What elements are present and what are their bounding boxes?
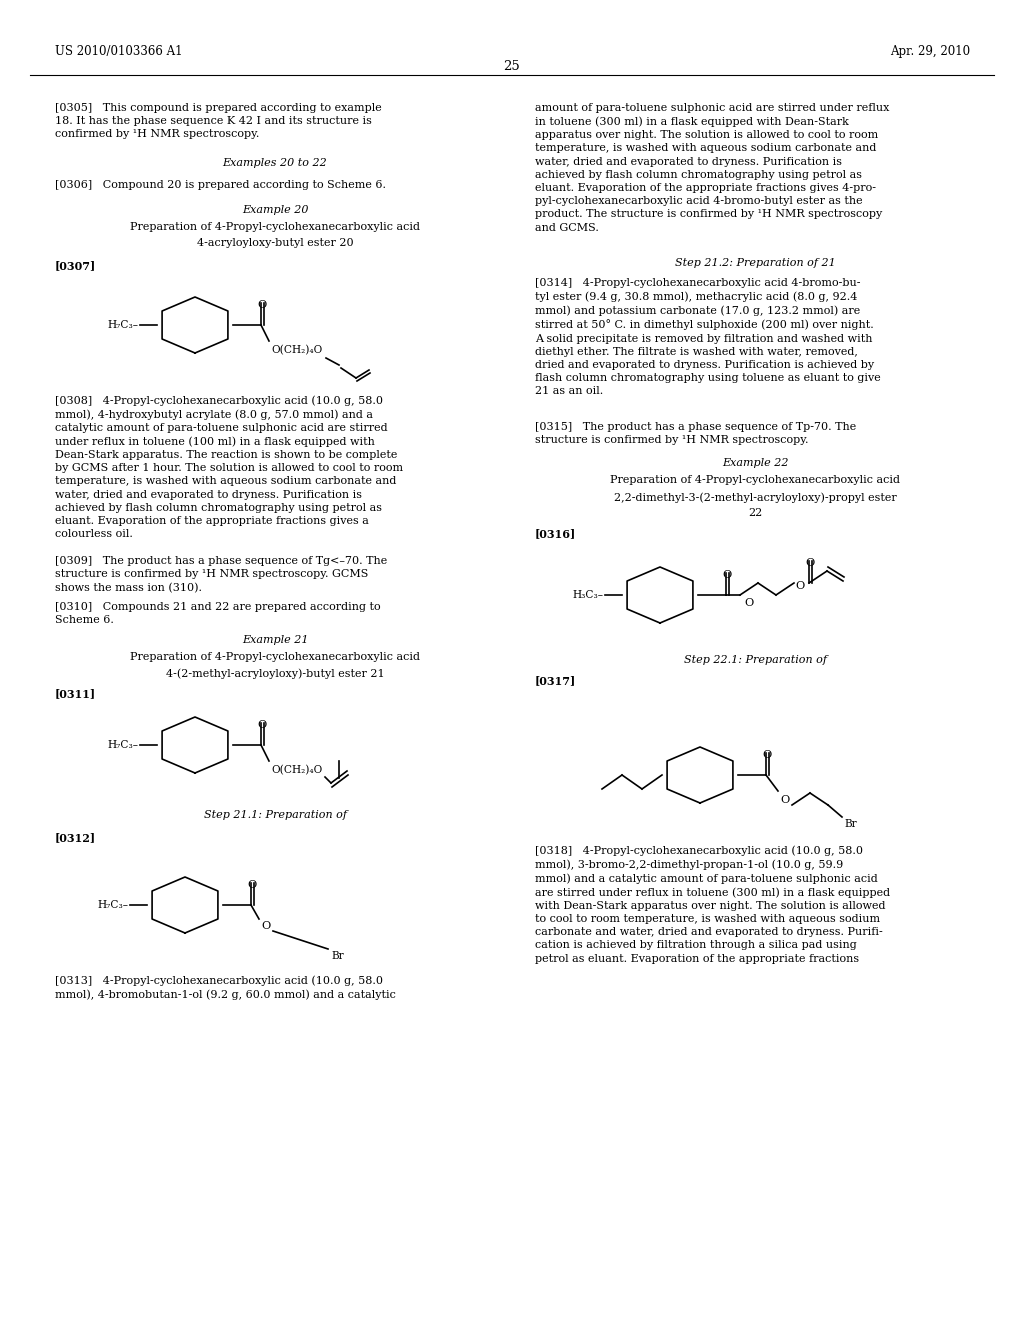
Text: [0307]: [0307] [55, 260, 96, 271]
Text: O: O [805, 558, 815, 568]
Text: [0305]   This compound is prepared according to example
18. It has the phase seq: [0305] This compound is prepared accordi… [55, 103, 382, 140]
Text: US 2010/0103366 A1: US 2010/0103366 A1 [55, 45, 182, 58]
Text: O: O [795, 581, 804, 591]
Text: Preparation of 4-Propyl-cyclohexanecarboxylic acid: Preparation of 4-Propyl-cyclohexanecarbo… [130, 652, 420, 663]
Text: [0316]: [0316] [535, 528, 577, 539]
Text: Example 21: Example 21 [242, 635, 308, 645]
Text: Br: Br [331, 950, 344, 961]
Text: O: O [780, 795, 790, 805]
Text: [0313]   4-Propyl-cyclohexanecarboxylic acid (10.0 g, 58.0
mmol), 4-bromobutan-1: [0313] 4-Propyl-cyclohexanecarboxylic ac… [55, 975, 396, 999]
Text: [0318]   4-Propyl-cyclohexanecarboxylic acid (10.0 g, 58.0
mmol), 3-bromo-2,2-di: [0318] 4-Propyl-cyclohexanecarboxylic ac… [535, 845, 890, 964]
Text: O: O [248, 880, 257, 890]
Text: Step 21.1: Preparation of: Step 21.1: Preparation of [204, 810, 346, 820]
Text: [0311]: [0311] [55, 688, 96, 700]
Text: 2,2-dimethyl-3-(2-methyl-acryloyloxy)-propyl ester: 2,2-dimethyl-3-(2-methyl-acryloyloxy)-pr… [613, 492, 896, 503]
Text: [0317]: [0317] [535, 675, 577, 686]
Text: O: O [722, 570, 731, 579]
Text: [0314]   4-Propyl-cyclohexanecarboxylic acid 4-bromo-bu-
tyl ester (9.4 g, 30.8 : [0314] 4-Propyl-cyclohexanecarboxylic ac… [535, 279, 881, 396]
Text: Step 21.2: Preparation of 21: Step 21.2: Preparation of 21 [675, 257, 836, 268]
Text: O: O [744, 598, 754, 609]
Text: Br: Br [844, 818, 857, 829]
Text: O(CH₂)₄O: O(CH₂)₄O [271, 345, 323, 355]
Text: H₇C₃–: H₇C₃– [106, 319, 138, 330]
Text: [0312]: [0312] [55, 832, 96, 843]
Text: O: O [261, 921, 270, 931]
Text: amount of para-toluene sulphonic acid are stirred under reflux
in toluene (300 m: amount of para-toluene sulphonic acid ar… [535, 103, 890, 232]
Text: 22: 22 [748, 508, 762, 517]
Text: Preparation of 4-Propyl-cyclohexanecarboxylic acid: Preparation of 4-Propyl-cyclohexanecarbo… [130, 222, 420, 232]
Text: [0315]   The product has a phase sequence of Tp-70. The
structure is confirmed b: [0315] The product has a phase sequence … [535, 422, 856, 445]
Text: Step 22.1: Preparation of: Step 22.1: Preparation of [683, 655, 826, 665]
Text: 4-(2-methyl-acryloyloxy)-butyl ester 21: 4-(2-methyl-acryloyloxy)-butyl ester 21 [166, 668, 384, 678]
Text: H₇C₃–: H₇C₃– [97, 900, 128, 909]
Text: [0306]   Compound 20 is prepared according to Scheme 6.: [0306] Compound 20 is prepared according… [55, 180, 386, 190]
Text: O: O [763, 750, 772, 760]
Text: Apr. 29, 2010: Apr. 29, 2010 [890, 45, 970, 58]
Text: 4-acryloyloxy-butyl ester 20: 4-acryloyloxy-butyl ester 20 [197, 238, 353, 248]
Text: [0309]   The product has a phase sequence of Tg<–70. The
structure is confirmed : [0309] The product has a phase sequence … [55, 556, 387, 593]
Text: H₃C₃–: H₃C₃– [572, 590, 603, 601]
Text: O: O [257, 300, 266, 310]
Text: Preparation of 4-Propyl-cyclohexanecarboxylic acid: Preparation of 4-Propyl-cyclohexanecarbo… [610, 475, 900, 484]
Text: Example 20: Example 20 [242, 205, 308, 215]
Text: H₇C₃–: H₇C₃– [106, 741, 138, 750]
Text: O: O [257, 719, 266, 730]
Text: [0310]   Compounds 21 and 22 are prepared according to
Scheme 6.: [0310] Compounds 21 and 22 are prepared … [55, 602, 381, 626]
Text: Example 22: Example 22 [722, 458, 788, 469]
Text: Examples 20 to 22: Examples 20 to 22 [222, 158, 328, 168]
Text: 25: 25 [504, 59, 520, 73]
Text: O(CH₂)₄O: O(CH₂)₄O [271, 766, 323, 775]
Text: [0308]   4-Propyl-cyclohexanecarboxylic acid (10.0 g, 58.0
mmol), 4-hydroxybutyl: [0308] 4-Propyl-cyclohexanecarboxylic ac… [55, 395, 403, 539]
